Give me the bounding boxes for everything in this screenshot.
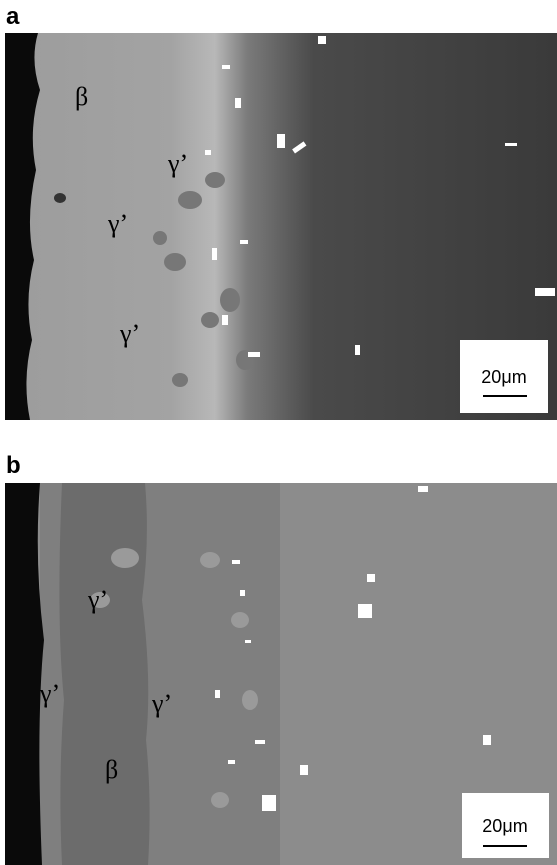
scale-bar-box xyxy=(460,340,548,413)
phase-label: γ’ xyxy=(39,679,60,708)
panel-a: a β γ’ γ’ γ’ 20μm xyxy=(5,3,557,420)
dark-edge xyxy=(5,483,44,865)
scale-bar-label: 20μm xyxy=(481,367,526,387)
beta-grain xyxy=(59,483,150,865)
scale-bar-box xyxy=(462,793,549,858)
phase-label: γ’ xyxy=(107,209,128,238)
phase-label: β xyxy=(75,82,88,111)
precipitates xyxy=(215,486,491,811)
panel-label: a xyxy=(6,3,20,30)
phase-label: β xyxy=(105,755,118,784)
precipitates xyxy=(205,36,555,357)
dark-edge xyxy=(5,33,40,420)
scale-bar-label: 20μm xyxy=(482,816,527,836)
panel-label: b xyxy=(6,452,21,479)
phase-label: γ’ xyxy=(151,689,172,718)
phase-label: γ’ xyxy=(167,149,188,178)
phase-label: γ’ xyxy=(87,585,108,614)
grains xyxy=(90,548,258,808)
phase-label: γ’ xyxy=(119,319,140,348)
panel-b: b γ’ γ’ γ’ β 20μm xyxy=(5,452,557,865)
